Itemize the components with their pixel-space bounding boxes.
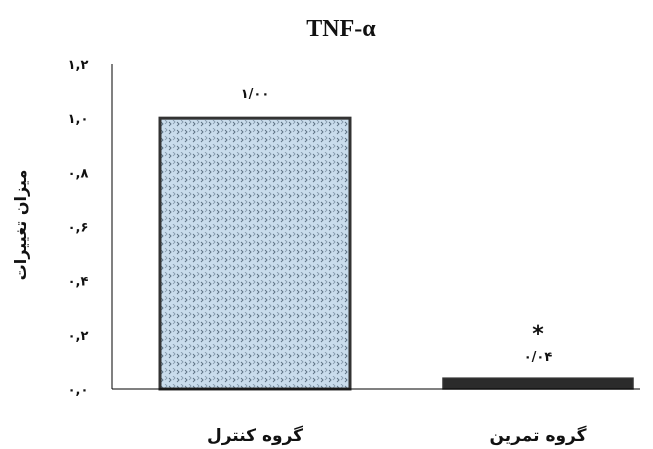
y-tick-label: ۰,۰ [68, 383, 89, 398]
y-tick-label: ۰,۲ [68, 329, 89, 344]
chart-title: TNF-α [306, 16, 376, 42]
data-label: ۱/۰۰ [241, 87, 270, 102]
y-tick-label: ۱,۲ [68, 58, 89, 73]
x-tick-label: گروه تمرین [489, 425, 586, 446]
data-label: ۰/۰۴ [524, 350, 553, 365]
bar-control-group [158, 116, 352, 391]
y-tick-label: ۰,۶ [68, 221, 89, 236]
y-tick-label: ۱,۰ [68, 112, 89, 127]
bar-exercise-group [442, 377, 634, 390]
y-axis-label: میزان تغییرات [11, 170, 30, 281]
y-tick-label: ۰,۸ [68, 166, 89, 181]
significance-marker: * [532, 322, 544, 347]
x-tick-label: گروه کنترل [207, 425, 303, 446]
y-tick-label: ۰,۴ [68, 275, 89, 290]
